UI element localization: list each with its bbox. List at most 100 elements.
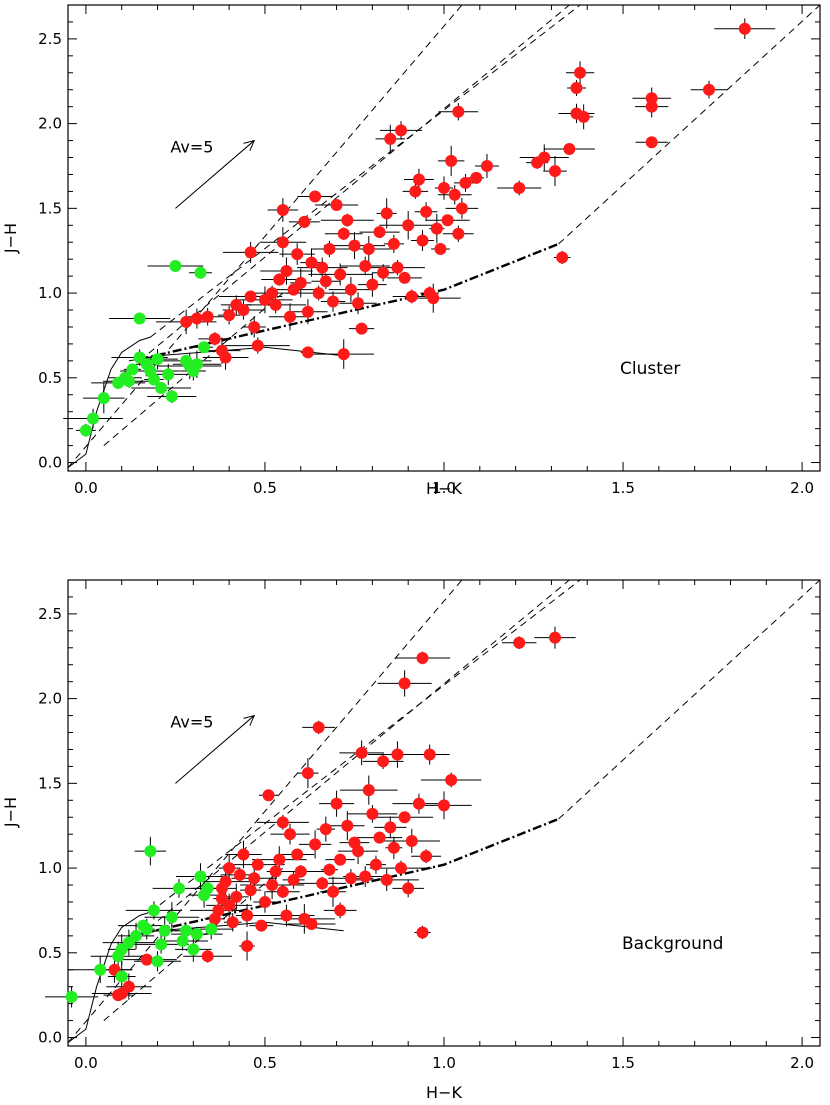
red-data-point [416, 234, 429, 247]
red-data-point [355, 322, 368, 335]
green-data-point [130, 929, 143, 942]
red-data-point [276, 236, 289, 249]
red-data-point [305, 917, 318, 930]
red-data-point [438, 799, 450, 812]
red-data-point [563, 143, 576, 156]
red-data-point [334, 904, 347, 917]
red-data-point [445, 773, 458, 786]
reddening-arrow [175, 715, 255, 784]
red-data-point [416, 926, 429, 939]
red-data-point [298, 215, 311, 228]
green-data-point [147, 373, 160, 386]
red-data-point [398, 811, 411, 824]
red-data-point [284, 310, 297, 323]
green-data-point [87, 412, 100, 425]
x-axis-label-background: H−K [426, 1083, 462, 1102]
red-data-point [241, 940, 254, 953]
red-data-point [455, 202, 468, 215]
red-data-point [574, 66, 587, 79]
dwarf-locus-line [68, 336, 151, 468]
green-data-point [180, 924, 193, 937]
red-data-point [420, 205, 433, 218]
red-data-point [330, 797, 343, 810]
red-data-point [366, 807, 379, 820]
red-data-point [305, 256, 318, 269]
red-data-point [244, 884, 257, 897]
red-data-point [445, 154, 458, 167]
x-tick-label: 0.0 [74, 479, 98, 497]
red-data-point [438, 182, 450, 195]
red-data-point [452, 105, 465, 118]
red-data-point [122, 980, 135, 993]
green-data-point [79, 424, 92, 437]
reddening-band-lines [68, 5, 820, 468]
green-data-point [194, 266, 207, 279]
red-data-point [319, 823, 332, 836]
y-tick-label: 0.5 [38, 944, 62, 962]
y-tick-label: 2.0 [38, 115, 62, 133]
red-data-point [391, 748, 404, 761]
reddening-line [139, 5, 570, 362]
green-data-point [198, 341, 211, 354]
green-data-point [115, 970, 128, 983]
red-data-point [309, 190, 322, 203]
green-data-point [173, 882, 186, 895]
red-data-point [276, 816, 289, 829]
red-data-point [738, 22, 751, 35]
red-data-point [395, 862, 408, 875]
red-data-point [549, 631, 562, 644]
red-data-point [273, 853, 286, 866]
red-data-point [269, 298, 282, 311]
red-data-point [430, 222, 443, 235]
red-data-point [405, 290, 418, 303]
green-data-point [126, 363, 139, 376]
green-data-point [147, 904, 160, 917]
red-data-point [334, 268, 347, 281]
red-data-point [387, 237, 400, 250]
red-data-point [384, 132, 397, 145]
green-data-point [151, 353, 164, 366]
red-data-point [441, 214, 454, 227]
x-axis-label-cluster: H−K [426, 479, 462, 498]
red-data-point [409, 185, 422, 198]
green-data-point [187, 943, 200, 956]
red-data-point [391, 261, 404, 274]
red-data-point [405, 834, 418, 847]
red-data-point [223, 862, 236, 875]
red-data-point [276, 885, 289, 898]
red-data-point [280, 265, 293, 278]
red-data-point [312, 287, 325, 300]
red-data-point [266, 287, 279, 300]
green-data-point [155, 381, 168, 394]
y-tick-label: 0.0 [38, 1029, 62, 1047]
red-data-point [309, 838, 322, 851]
red-data-point [208, 332, 221, 345]
red-data-point [577, 110, 590, 123]
red-data-point [266, 879, 279, 892]
x-tick-label: 2.0 [790, 1054, 814, 1072]
y-tick-label: 2.5 [38, 605, 62, 623]
reddening-line [558, 580, 820, 820]
red-data-point [291, 848, 304, 861]
red-data-point [402, 219, 415, 232]
red-data-point [337, 348, 350, 361]
red-data-point [326, 295, 339, 308]
panel-cluster: 0.0 0.5 1.0 1.5 2.0 0.0 0.5 1.0 1.5 2.0 2.5 Av=5 C… [1, 4, 821, 498]
data-points [63, 18, 776, 437]
reddening-line [103, 292, 284, 446]
green-data-point [165, 390, 178, 403]
red-data-point [330, 198, 343, 211]
red-data-point [448, 188, 461, 201]
red-data-point [201, 310, 214, 323]
red-data-point [380, 873, 393, 886]
green-data-point [165, 911, 178, 924]
red-data-point [398, 271, 411, 284]
red-data-point [312, 721, 325, 734]
red-data-point [276, 204, 289, 217]
x-tick-label: 0.5 [253, 479, 277, 497]
red-data-point [384, 821, 397, 834]
green-data-point [151, 955, 164, 968]
red-data-point [423, 748, 436, 761]
red-data-point [348, 239, 361, 252]
red-data-point [549, 165, 562, 178]
